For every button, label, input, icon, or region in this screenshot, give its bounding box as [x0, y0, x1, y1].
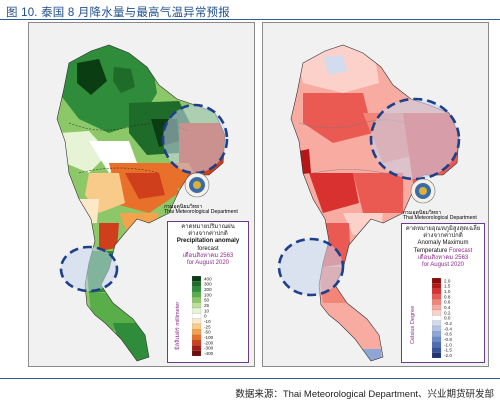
precip-legend-swatch — [192, 334, 202, 341]
temp-legend-swatch — [432, 299, 442, 305]
precip-legend-swatch — [192, 329, 202, 335]
temp-legend-swatch — [432, 347, 442, 353]
temp-legend-swatch — [432, 320, 442, 327]
legend-line3: Precipitation anomaly — [176, 238, 240, 245]
temp-legend-swatch — [432, 288, 442, 295]
precip-legend-tick-label: 300 — [204, 282, 212, 287]
temp-legend-swatch — [432, 278, 442, 284]
legend-line1: คาดหมายปริมาณฝน — [181, 224, 235, 230]
legend-line6: for August 2020 — [186, 260, 230, 267]
precipitation-map-panel: กรมอุตุนิยมวิทยา Thai Meteorological Dep… — [28, 22, 255, 367]
figure-title: 图 10. 泰国 8 月降水量与最高气温异常预报 — [6, 7, 230, 19]
precip-legend-tick-label: -50 — [204, 330, 211, 335]
temp-legend-swatch — [432, 336, 442, 343]
precip-legend-swatch — [192, 302, 202, 309]
precip-legend-swatch — [192, 281, 202, 287]
highlight-circle-northeast — [369, 97, 461, 181]
agency-thai-name: กรมอุตุนิยมวิทยา — [164, 204, 203, 210]
temp-legend-tick-label: 1.5 — [444, 284, 451, 289]
agency-english-name: Thai Meteorological Department — [164, 209, 238, 215]
temperature-legend: คาดหมายอุณหภูมิสูงสุดเฉลี่ย ต่างจากค่าปก… — [401, 223, 485, 363]
temp-legend-tick-label: -0.6 — [444, 332, 452, 337]
precip-legend-tick-label: -100 — [204, 335, 214, 340]
temp-legend-tick-label: 0.4 — [444, 305, 451, 310]
temp-legend-swatch — [432, 352, 442, 358]
source-rule — [0, 378, 500, 379]
precip-legend-tick-label: 10 — [204, 308, 210, 313]
temp-legend-swatch — [432, 325, 442, 332]
temp-legend-tick-label: -0.4 — [444, 326, 452, 331]
legend-line5: เดือนสิงหาคม 2563 — [182, 252, 234, 259]
precip-legend-tick-label: 100 — [204, 292, 212, 297]
temp-legend-tick-label: 1.0 — [444, 289, 451, 294]
temperature-colorbar: 2.01.51.00.80.60.40.20.0-0.2-0.4-0.6-0.8… — [432, 278, 452, 358]
precip-legend-swatch — [192, 286, 202, 293]
precip-legend-swatch — [192, 307, 202, 314]
precip-legend-swatch — [192, 313, 202, 319]
precip-legend-tick-label: 25 — [204, 303, 210, 308]
precip-legend-swatch — [192, 297, 202, 303]
precipitation-colorbar: 4003002001005025100-10-25-50-100-200-300… — [192, 276, 214, 356]
legend-line4-row: Temperature Forecast — [402, 248, 484, 255]
precip-legend-tick-label: -25 — [204, 324, 211, 329]
precip-legend-tick-label: 400 — [204, 276, 212, 281]
temp-legend-tick-label: 0.0 — [444, 316, 451, 321]
temp-legend-tick-label: 0.2 — [444, 310, 451, 315]
legend-line2: ต่างจากค่าปกติ — [423, 233, 463, 240]
agency-english-name: Thai Meteorological Department — [403, 215, 477, 221]
precip-legend-tick-label: -400 — [204, 351, 214, 356]
precip-legend-swatch — [192, 291, 202, 298]
precip-legend-swatch — [192, 323, 202, 330]
temp-legend-tick-label: -1.0 — [444, 342, 452, 347]
temp-legend-tick-label: 0.6 — [444, 300, 451, 305]
precip-legend-swatch — [192, 339, 202, 346]
precip-legend-tick-label: 0 — [204, 314, 207, 319]
highlight-circle-south — [59, 245, 119, 293]
precip-legend-swatch — [192, 350, 202, 356]
temp-legend-swatch — [432, 293, 442, 300]
temp-legend-swatch — [432, 331, 442, 337]
temp-legend-tick-label: -2.0 — [444, 353, 452, 358]
temp-legend-swatch — [432, 309, 442, 316]
highlight-circle-northeast — [161, 103, 229, 175]
legend-line2: ต่างจากค่าปกติ — [188, 231, 228, 238]
highlight-circle-south — [277, 237, 345, 297]
agency-thai-name: กรมอุตุนิยมวิทยา — [403, 210, 442, 216]
temperature-map-panel: กรมอุตุนิยมวิทยา Thai Meteorological Dep… — [262, 22, 489, 367]
precip-legend-tick-label: -300 — [204, 346, 214, 351]
temp-legend-tick-label: 2.0 — [444, 278, 451, 283]
precip-legend-swatch — [192, 345, 202, 351]
legend-line5: เดือนสิงหาคม 2563 — [417, 254, 469, 261]
precip-legend-tick-label: 50 — [204, 298, 210, 303]
temp-legend-swatch — [432, 315, 442, 321]
legend-unit-label: มิลลิเมตร millimeter — [175, 301, 181, 350]
precipitation-legend: คาดหมายปริมาณฝน ต่างจากค่าปกติ Precipita… — [167, 221, 249, 363]
legend-line4: forecast — [197, 245, 219, 252]
temperature-map — [263, 23, 488, 366]
precip-legend-swatch — [192, 318, 202, 325]
temp-legend-tick-label: -0.2 — [444, 321, 452, 326]
temp-legend-tick-label: -0.8 — [444, 337, 452, 342]
legend-line1: คาดหมายอุณหภูมิสูงสุดเฉลี่ย — [405, 226, 481, 232]
precip-legend-tick-label: 200 — [204, 287, 212, 292]
precip-legend-tick-label: -10 — [204, 319, 211, 324]
temp-legend-swatch — [432, 341, 442, 348]
legend-unit-label: Celsius Degree — [410, 305, 416, 344]
precip-legend-swatch — [192, 276, 202, 282]
legend-line4: Temperature — [413, 247, 448, 254]
title-rule — [0, 19, 500, 20]
legend-line6: for August 2020 — [421, 262, 465, 269]
temp-legend-swatch — [432, 304, 442, 311]
precip-legend-tick-label: -200 — [204, 340, 214, 345]
precipitation-map — [29, 23, 254, 366]
legend-line4b: Forecast — [449, 247, 473, 254]
figure-source: 数据来源：Thai Meteorological Department、兴业期货… — [235, 389, 494, 400]
temp-legend-tick-label: 0.8 — [444, 294, 451, 299]
legend-line3: Anomaly Maximum — [417, 240, 469, 247]
temp-legend-tick-label: -1.5 — [444, 348, 452, 353]
temp-legend-swatch — [432, 283, 442, 289]
